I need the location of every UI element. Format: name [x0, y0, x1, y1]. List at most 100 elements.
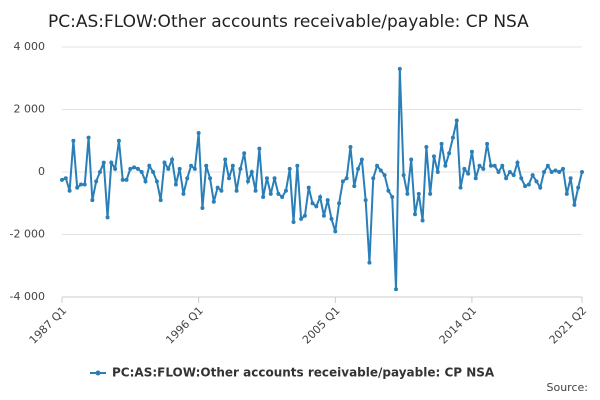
data-point [568, 176, 573, 181]
data-point [386, 188, 391, 193]
data-point [443, 163, 448, 168]
data-point [113, 166, 118, 171]
data-point [447, 151, 452, 156]
data-point [530, 173, 535, 178]
data-point [344, 176, 349, 181]
data-point [340, 179, 345, 184]
data-point [488, 163, 493, 168]
data-point [477, 163, 482, 168]
data-point [295, 163, 300, 168]
data-point [154, 179, 159, 184]
data-point [526, 182, 531, 187]
data-point [428, 191, 433, 196]
x-tick-label: 1987 Q1 [27, 304, 70, 347]
data-point [249, 170, 254, 174]
data-point [101, 160, 106, 165]
data-point [329, 216, 334, 221]
data-point [485, 141, 490, 146]
data-point [63, 176, 68, 181]
data-point [268, 191, 273, 196]
data-point [564, 191, 569, 196]
data-point [306, 185, 311, 190]
data-point [363, 198, 368, 203]
data-point [367, 260, 372, 265]
data-point [382, 173, 387, 178]
data-point [416, 191, 421, 196]
data-point [511, 173, 516, 178]
data-point [245, 179, 250, 184]
data-point [481, 166, 486, 171]
data-point [230, 163, 235, 168]
data-point [189, 163, 194, 168]
source-label: Source: [547, 381, 589, 394]
legend-marker [95, 370, 101, 376]
data-point [492, 163, 497, 168]
data-point [500, 163, 505, 168]
data-point [504, 176, 509, 181]
data-point [158, 198, 163, 203]
data-point [420, 218, 425, 223]
data-point [86, 135, 91, 140]
data-point [557, 170, 562, 174]
data-point [143, 179, 148, 184]
y-tick-label: 0 [38, 165, 45, 178]
series-line [61, 68, 583, 290]
data-point [576, 185, 581, 190]
y-tick-label: -4 000 [10, 290, 45, 303]
data-point [333, 229, 338, 234]
data-point [234, 188, 239, 193]
data-point [337, 201, 342, 206]
data-point [507, 170, 512, 174]
data-point [412, 212, 417, 217]
data-point [135, 166, 140, 171]
y-tick-label: -2 000 [10, 228, 45, 241]
data-point [473, 176, 478, 181]
data-point [264, 176, 269, 181]
data-point [97, 170, 102, 174]
data-point [523, 184, 528, 189]
data-point [78, 182, 83, 187]
data-point [132, 165, 137, 170]
data-point [211, 199, 216, 204]
data-point [166, 166, 171, 171]
data-point [450, 135, 455, 140]
data-point [276, 191, 281, 196]
data-point [466, 171, 471, 176]
data-point [208, 176, 213, 181]
data-point [371, 176, 376, 181]
data-point [580, 170, 584, 174]
data-point [287, 166, 292, 171]
data-point [196, 130, 201, 135]
data-point [545, 163, 550, 168]
chart-title: PC:AS:FLOW:Other accounts receivable/pay… [48, 12, 529, 32]
data-point [549, 170, 554, 174]
data-point [397, 66, 402, 71]
data-point [561, 166, 566, 171]
data-point [90, 198, 95, 203]
data-point [519, 176, 524, 181]
data-point [401, 173, 406, 178]
data-point [515, 160, 520, 165]
x-tick-label: 2014 Q1 [437, 304, 480, 347]
data-point [431, 154, 436, 159]
data-point [94, 179, 99, 184]
data-point [204, 163, 209, 168]
data-point [394, 287, 399, 292]
data-point [109, 160, 114, 165]
data-point [409, 157, 414, 162]
data-point [469, 149, 474, 154]
x-tick-label: 2005 Q1 [300, 304, 343, 347]
data-point [356, 166, 361, 171]
data-point [310, 201, 315, 206]
legend-label: PC:AS:FLOW:Other accounts receivable/pay… [112, 366, 495, 380]
data-point [162, 160, 167, 165]
data-point [215, 185, 220, 190]
data-point [173, 182, 178, 187]
data-point [192, 166, 197, 171]
data-point [325, 198, 330, 203]
data-point [283, 188, 288, 193]
data-point [538, 185, 543, 190]
data-point [272, 176, 277, 181]
data-point [348, 145, 353, 149]
